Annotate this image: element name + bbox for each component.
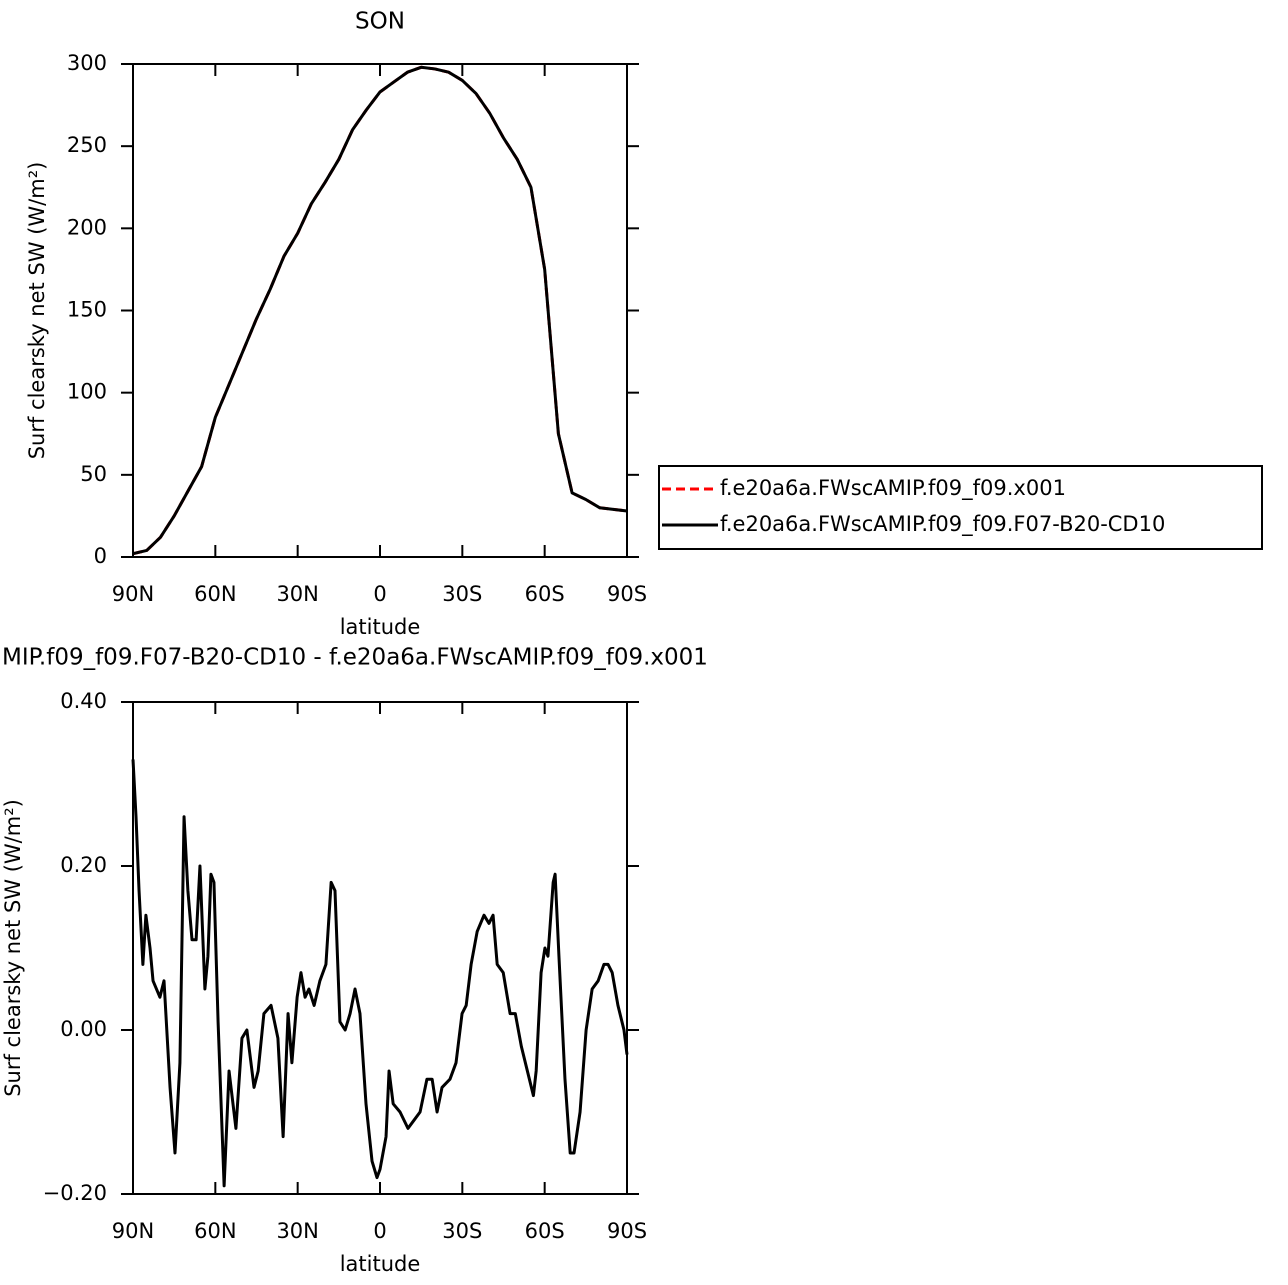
- x-tick-label: 0: [373, 1219, 386, 1243]
- x-axis-label: latitude: [340, 615, 421, 639]
- x-tick-label: 60N: [194, 582, 236, 606]
- x-axis-label: latitude: [340, 1252, 421, 1276]
- data-line: [132, 65, 628, 556]
- x-tick-label: 60S: [525, 582, 565, 606]
- x-tick-label: 60N: [194, 1219, 236, 1243]
- y-tick-label: 300: [67, 51, 107, 75]
- x-tick-label: 0: [373, 582, 386, 606]
- x-tick-label: 90S: [607, 1219, 647, 1243]
- y-tick-label: −0.20: [43, 1181, 107, 1205]
- y-tick-label: 150: [67, 298, 107, 322]
- plot-frame: [132, 701, 628, 1195]
- data-line: [131, 759, 629, 1188]
- chart-title: SON: [355, 9, 405, 35]
- x-tick-label: 90S: [607, 582, 647, 606]
- y-tick-label: 100: [67, 380, 107, 404]
- x-tick-label: 30S: [442, 1219, 482, 1243]
- y-axis-label: Surf clearsky net SW (W/m²): [1, 799, 25, 1097]
- x-tick-label: 60S: [525, 1219, 565, 1243]
- x-tick-label: 30N: [276, 1219, 318, 1243]
- x-tick-label: 90N: [112, 582, 154, 606]
- data-line: [132, 65, 628, 556]
- y-tick-label: 0.00: [60, 1017, 107, 1041]
- y-tick-label: 50: [80, 462, 107, 486]
- legend-box: [658, 465, 1263, 550]
- y-axis-label: Surf clearsky net SW (W/m²): [25, 162, 49, 460]
- x-tick-label: 90N: [112, 1219, 154, 1243]
- legend-label: f.e20a6a.FWscAMIP.f09_f09.F07-B20-CD10: [720, 512, 1165, 537]
- plot-frame: [132, 63, 628, 558]
- legend-label: f.e20a6a.FWscAMIP.f09_f09.x001: [720, 476, 1066, 501]
- y-tick-label: 250: [67, 133, 107, 157]
- x-tick-label: 30S: [442, 582, 482, 606]
- legend: f.e20a6a.FWscAMIP.f09_f09.x001 f.e20a6a.F…: [658, 465, 1263, 550]
- y-tick-label: 0: [94, 544, 107, 568]
- y-tick-label: 0.40: [60, 689, 107, 713]
- chart-title: MIP.f09_f09.F07-B20-CD10 - f.e20a6a.FWsc…: [2, 645, 708, 671]
- y-tick-label: 200: [67, 215, 107, 239]
- x-tick-label: 30N: [276, 582, 318, 606]
- y-tick-label: 0.20: [60, 853, 107, 877]
